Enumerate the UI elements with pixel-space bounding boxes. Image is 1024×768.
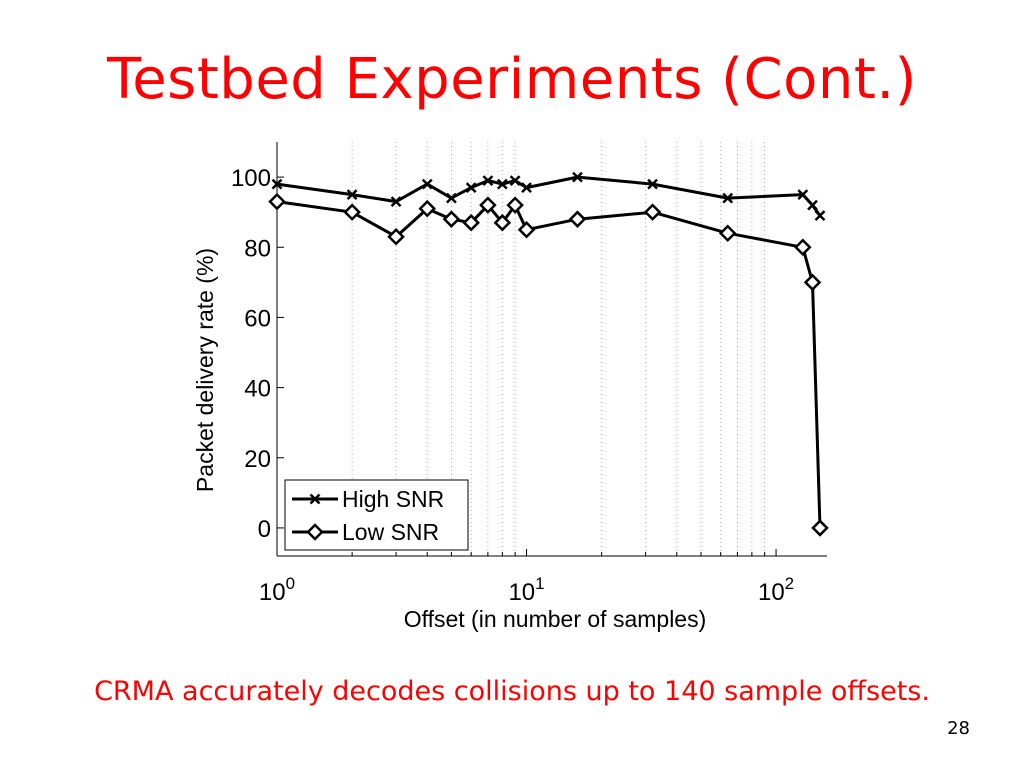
x-marker bbox=[572, 171, 583, 183]
x-marker bbox=[807, 199, 818, 211]
legend-label: Low SNR bbox=[342, 519, 439, 545]
legend-label: High SNR bbox=[342, 486, 444, 512]
diamond-marker bbox=[811, 519, 829, 537]
series-line bbox=[276, 175, 822, 217]
x-marker bbox=[509, 175, 521, 186]
diamond-marker bbox=[442, 210, 461, 228]
slide-title: Testbed Experiments (Cont.) bbox=[107, 47, 917, 112]
x-marker bbox=[271, 178, 283, 190]
x-marker bbox=[465, 182, 477, 193]
x-marker bbox=[521, 182, 532, 193]
x-axis-label: Offset (in number of samples) bbox=[404, 606, 707, 632]
diamond-marker bbox=[418, 199, 437, 218]
y-tick-label: 80 bbox=[244, 235, 271, 262]
diamond-marker bbox=[506, 196, 524, 214]
x-marker bbox=[496, 178, 508, 190]
diamond-marker bbox=[479, 196, 497, 214]
diamond-marker bbox=[794, 238, 812, 257]
y-tick-label: 60 bbox=[244, 305, 271, 332]
diamond-marker bbox=[462, 213, 480, 232]
x-marker bbox=[797, 189, 809, 201]
x-marker bbox=[482, 175, 494, 186]
diamond-marker bbox=[268, 192, 286, 211]
x-marker bbox=[421, 178, 433, 190]
series-line bbox=[276, 200, 822, 528]
series-low-snr bbox=[268, 192, 829, 537]
x-marker bbox=[309, 493, 321, 505]
x-marker bbox=[346, 189, 358, 201]
x-marker bbox=[722, 192, 734, 204]
x-marker bbox=[647, 178, 658, 190]
axes bbox=[276, 142, 827, 557]
x-tick-label: 102 bbox=[758, 574, 794, 606]
y-tick-label: 20 bbox=[244, 446, 271, 473]
diamond-marker bbox=[517, 220, 536, 239]
series-high-snr bbox=[271, 171, 826, 222]
series-lines bbox=[268, 171, 829, 537]
legend-item: High SNR bbox=[292, 486, 444, 512]
tick-labels: 0 20 40 60 80 100 100 101 102 bbox=[231, 165, 794, 606]
y-tick-label: 100 bbox=[231, 165, 271, 192]
page-number: 28 bbox=[947, 718, 970, 739]
diamond-marker bbox=[493, 213, 512, 232]
diamond-marker bbox=[306, 523, 324, 541]
y-tick-label: 40 bbox=[244, 376, 271, 403]
diamond-marker bbox=[568, 210, 587, 228]
caption: CRMA accurately decodes collisions up to… bbox=[94, 676, 930, 707]
diamond-marker bbox=[387, 227, 405, 246]
x-tick-label: 101 bbox=[508, 574, 544, 606]
x-marker bbox=[390, 196, 402, 208]
diamond-marker bbox=[803, 273, 822, 292]
x-marker bbox=[446, 192, 457, 204]
diamond-marker bbox=[343, 203, 361, 221]
legend-item: Low SNR bbox=[292, 519, 439, 545]
y-tick-label: 0 bbox=[258, 516, 271, 543]
y-axis-label: Packet delivery rate (%) bbox=[192, 248, 218, 492]
legend: High SNR Low SNR bbox=[284, 479, 469, 551]
diamond-marker bbox=[718, 224, 737, 242]
x-marker bbox=[814, 210, 826, 222]
x-tick-label: 100 bbox=[259, 574, 295, 606]
diamond-marker bbox=[643, 203, 662, 221]
